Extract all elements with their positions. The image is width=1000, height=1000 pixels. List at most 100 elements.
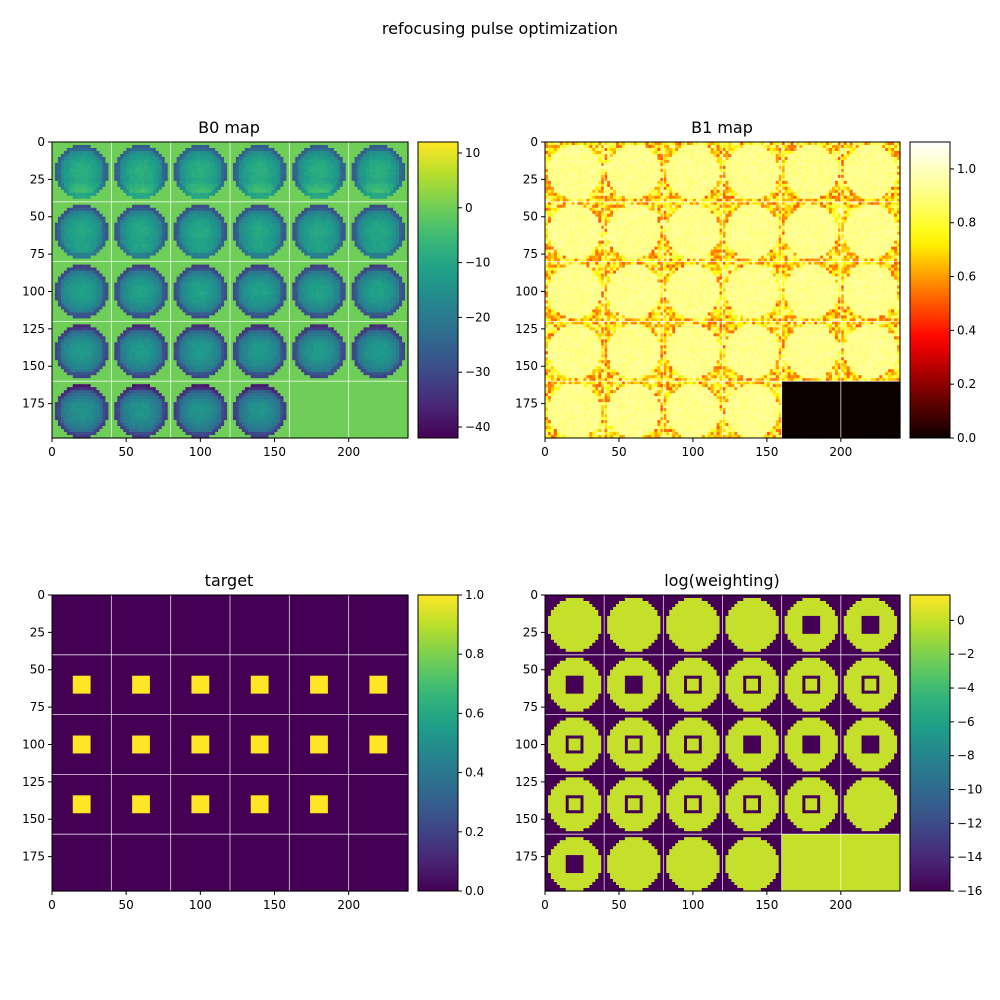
y-tick-label: 25 xyxy=(523,625,538,639)
y-tick-label: 75 xyxy=(523,700,538,714)
x-tick-label: 0 xyxy=(541,445,549,459)
y-tick-label: 100 xyxy=(22,284,45,298)
colorbar-tick-label: −30 xyxy=(465,365,490,379)
panel-title: target xyxy=(205,571,254,590)
y-tick-label: 125 xyxy=(515,322,538,336)
colorbar xyxy=(909,594,951,892)
figure-title: refocusing pulse optimization xyxy=(382,19,618,38)
x-tick-label: 100 xyxy=(681,898,704,912)
y-tick-label: 75 xyxy=(523,247,538,261)
x-tick-label: 200 xyxy=(829,445,852,459)
colorbar-tick-label: 0.0 xyxy=(465,884,484,898)
colorbar-tick-label: 1.0 xyxy=(465,588,484,602)
x-tick-label: 100 xyxy=(189,898,212,912)
y-tick-label: 175 xyxy=(515,397,538,411)
colorbar-tick-label: 0 xyxy=(957,613,965,627)
panel-target: target xyxy=(205,571,254,590)
colorbar-tick-label: −16 xyxy=(957,884,982,898)
y-tick-label: 0 xyxy=(530,135,538,149)
panel-title: log(weighting) xyxy=(664,571,780,590)
colorbar-tick-label: 0.8 xyxy=(465,647,484,661)
colorbar-tick-label: 0.8 xyxy=(957,216,976,230)
y-tick-label: 125 xyxy=(22,775,45,789)
colorbar-tick-label: −10 xyxy=(957,783,982,797)
colorbar-tick-label: 10 xyxy=(465,146,480,160)
axes-frame xyxy=(544,141,901,439)
colorbar-tick-label: −2 xyxy=(957,647,975,661)
x-tick-label: 150 xyxy=(755,445,778,459)
colorbar-tick-label: −20 xyxy=(465,310,490,324)
heatmap-0 xyxy=(52,142,409,439)
panel-title: B0 map xyxy=(198,118,260,137)
axes-frame xyxy=(51,141,409,439)
y-tick-label: 50 xyxy=(30,210,45,224)
colorbar-tick-label: −4 xyxy=(957,681,975,695)
y-tick-label: 50 xyxy=(523,663,538,677)
panel-b1-map: B1 map xyxy=(691,118,753,137)
x-tick-label: 0 xyxy=(48,445,56,459)
y-tick-label: 150 xyxy=(515,812,538,826)
colorbar xyxy=(417,141,459,439)
y-tick-label: 75 xyxy=(30,247,45,261)
colorbar-tick-label: 0.2 xyxy=(465,825,484,839)
colorbar-tick-label: −10 xyxy=(465,256,490,270)
colorbar-tick-label: −12 xyxy=(957,816,982,830)
colorbar-tick-label: −40 xyxy=(465,420,490,434)
x-tick-label: 50 xyxy=(119,445,134,459)
colorbar-tick-label: 1.0 xyxy=(957,162,976,176)
panel-title: B1 map xyxy=(691,118,753,137)
x-tick-label: 200 xyxy=(337,898,360,912)
colorbar-tick-label: 0.4 xyxy=(957,323,976,337)
x-tick-label: 100 xyxy=(681,445,704,459)
y-tick-label: 25 xyxy=(30,625,45,639)
x-tick-label: 150 xyxy=(755,898,778,912)
axes-frame xyxy=(544,594,901,892)
y-tick-label: 100 xyxy=(515,284,538,298)
colorbar-tick-label: 0 xyxy=(465,201,473,215)
x-tick-label: 50 xyxy=(119,898,134,912)
heatmap-3 xyxy=(545,595,901,892)
y-tick-label: 100 xyxy=(515,737,538,751)
y-tick-label: 75 xyxy=(30,700,45,714)
y-tick-label: 175 xyxy=(22,397,45,411)
y-tick-label: 100 xyxy=(22,737,45,751)
panel-log-weighting: log(weighting) xyxy=(664,571,780,590)
colorbar-tick-label: 0.6 xyxy=(465,706,484,720)
y-tick-label: 50 xyxy=(30,663,45,677)
colorbar-tick-label: −14 xyxy=(957,850,982,864)
y-tick-label: 150 xyxy=(22,359,45,373)
colorbar xyxy=(417,594,459,892)
x-tick-label: 150 xyxy=(263,898,286,912)
y-tick-label: 125 xyxy=(515,775,538,789)
y-tick-label: 50 xyxy=(523,210,538,224)
y-tick-label: 25 xyxy=(30,172,45,186)
colorbar-tick-label: 0.6 xyxy=(957,270,976,284)
x-tick-label: 0 xyxy=(48,898,56,912)
colorbar xyxy=(909,141,951,439)
x-tick-label: 200 xyxy=(829,898,852,912)
colorbar-tick-label: −6 xyxy=(957,715,975,729)
x-tick-label: 50 xyxy=(611,445,626,459)
heatmap-1 xyxy=(545,142,901,439)
y-tick-label: 0 xyxy=(530,588,538,602)
y-tick-label: 25 xyxy=(523,172,538,186)
x-tick-label: 0 xyxy=(541,898,549,912)
colorbar-tick-label: 0.4 xyxy=(465,766,484,780)
axes-frame xyxy=(51,594,409,892)
panel-b0-map: B0 map xyxy=(198,118,260,137)
y-tick-label: 150 xyxy=(22,812,45,826)
y-tick-label: 175 xyxy=(22,850,45,864)
colorbar-tick-label: 0.2 xyxy=(957,377,976,391)
colorbar-tick-label: 0.0 xyxy=(957,431,976,445)
x-tick-label: 200 xyxy=(337,445,360,459)
x-tick-label: 50 xyxy=(611,898,626,912)
y-tick-label: 150 xyxy=(515,359,538,373)
y-tick-label: 125 xyxy=(22,322,45,336)
y-tick-label: 0 xyxy=(37,135,45,149)
x-tick-label: 100 xyxy=(189,445,212,459)
y-tick-label: 175 xyxy=(515,850,538,864)
colorbar-tick-label: −8 xyxy=(957,749,975,763)
y-tick-label: 0 xyxy=(37,588,45,602)
x-tick-label: 150 xyxy=(263,445,286,459)
